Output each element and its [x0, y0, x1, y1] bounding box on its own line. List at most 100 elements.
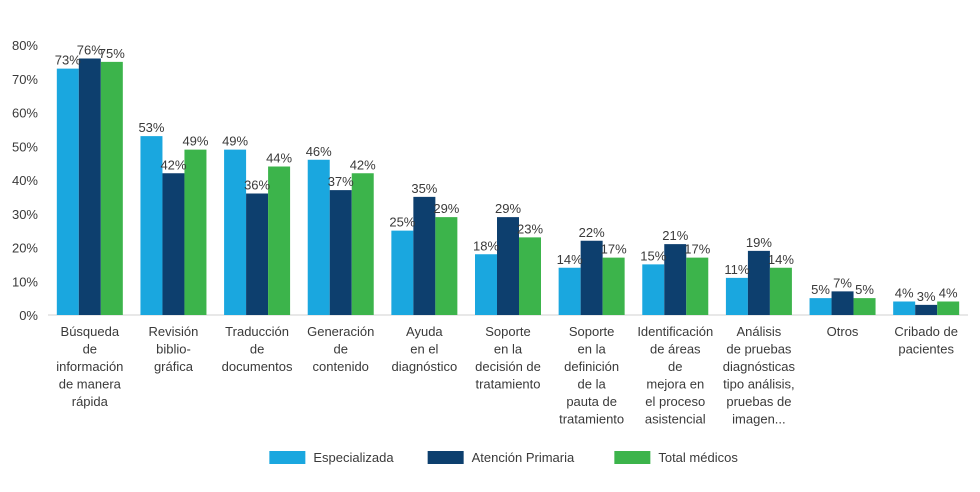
bar-atencion-primaria	[831, 291, 854, 315]
category-label-line: tipo análisis,	[723, 377, 795, 392]
category-label-line: biblio-	[156, 342, 191, 357]
category-label-line: de	[250, 342, 264, 357]
data-label: 36%	[244, 178, 270, 193]
data-label: 4%	[939, 286, 958, 301]
category-label-line: mejora en	[646, 377, 704, 392]
data-label: 76%	[77, 43, 103, 58]
category-label-line: contenido	[313, 359, 369, 374]
category-label-line: de la	[578, 377, 607, 392]
category-label-line: documentos	[222, 359, 293, 374]
data-label: 3%	[917, 289, 936, 304]
bar-especializada	[893, 301, 916, 315]
data-label: 44%	[266, 151, 292, 166]
data-label: 17%	[601, 242, 627, 257]
bar-atencion-primaria	[915, 304, 938, 315]
category-label-line: Revisión	[149, 324, 199, 339]
bar-atencion-primaria	[162, 173, 185, 315]
bar-total-medicos	[351, 173, 374, 315]
bar-total-medicos	[853, 298, 876, 315]
data-label: 4%	[895, 286, 914, 301]
category-label-line: Otros	[827, 324, 859, 339]
bar-total-medicos	[686, 257, 709, 315]
category-label: Identificación de áreas de mejora en el proc…	[637, 324, 713, 427]
data-label: 53%	[138, 120, 164, 135]
category-label-line: Búsqueda	[61, 324, 120, 339]
category-label-line: de manera	[59, 377, 122, 392]
bar-especializada	[725, 277, 748, 315]
bar-especializada	[307, 159, 330, 315]
axis-layer: 0% 10% 20% 30% 40% 50% 60% 70% 80%	[12, 38, 968, 323]
category-label-line: Identificación	[637, 324, 713, 339]
bar-atencion-primaria	[246, 193, 269, 315]
data-label: 25%	[389, 215, 415, 230]
data-label: 5%	[855, 282, 874, 297]
category-label-line: Traducción	[225, 324, 289, 339]
bar-especializada	[391, 230, 414, 315]
y-tick-label: 20%	[12, 241, 38, 256]
bar-total-medicos	[100, 61, 123, 315]
y-tick-label: 10%	[12, 274, 38, 289]
category-label-line: definición	[564, 359, 619, 374]
bar-especializada	[642, 264, 665, 315]
bar-atencion-primaria	[78, 58, 101, 315]
category-label-line: gráfica	[154, 359, 194, 374]
category-label-line: de	[333, 342, 347, 357]
bar-total-medicos	[602, 257, 625, 315]
legend-label: Especializada	[313, 450, 394, 465]
legend-item: Especializada	[269, 450, 394, 465]
category-label-line: rápida	[72, 394, 109, 409]
data-label: 42%	[160, 157, 186, 172]
data-label: 7%	[833, 275, 852, 290]
y-tick-label: 80%	[12, 38, 38, 53]
data-label: 11%	[724, 262, 749, 277]
category-label-line: pruebas de	[726, 394, 791, 409]
bar-especializada	[224, 149, 247, 315]
bars-layer	[56, 58, 960, 315]
bar-especializada	[809, 298, 832, 315]
category-label-line: en el	[410, 342, 438, 357]
data-label: 29%	[495, 201, 521, 216]
bar-especializada	[56, 68, 79, 315]
category-label-line: diagnósticas	[723, 359, 796, 374]
category-label-line: Ayuda	[406, 324, 443, 339]
category-labels-layer: Búsqueda de información de manera rápida Revi…	[56, 324, 958, 427]
category-label: Generación de contenido	[307, 324, 374, 374]
bar-especializada	[558, 267, 581, 315]
y-tick-label: 30%	[12, 207, 38, 222]
bar-total-medicos	[184, 149, 207, 315]
legend-swatch	[269, 451, 306, 464]
y-tick-label: 70%	[12, 72, 38, 87]
bar-especializada	[140, 136, 163, 315]
data-label: 75%	[99, 46, 125, 61]
category-label-line: en la	[494, 342, 523, 357]
y-tick-label: 60%	[12, 106, 38, 121]
category-label: Revisión biblio-gráfica	[149, 324, 199, 374]
category-label-line: de áreas	[650, 342, 701, 357]
category-label: Otros	[827, 324, 859, 339]
category-label: Cribado de pacientes	[894, 324, 958, 357]
category-label-line: pauta de	[566, 394, 617, 409]
category-label-line: Soporte	[569, 324, 615, 339]
category-label-line: diagnóstico	[391, 359, 457, 374]
data-label: 23%	[517, 221, 543, 236]
bar-especializada	[475, 254, 497, 315]
data-label: 29%	[433, 201, 459, 216]
category-label: Análisis de pruebas diagnósticas tipo análi…	[723, 324, 796, 427]
category-label-line: decisión de	[475, 359, 541, 374]
category-label-line: información	[56, 359, 123, 374]
category-label: Soporte en la definición de la pauta de trata…	[559, 324, 624, 427]
y-tick-label: 0%	[19, 308, 38, 323]
data-label: 19%	[746, 235, 772, 250]
category-label-line: Generación	[307, 324, 374, 339]
category-label-line: Análisis	[737, 324, 782, 339]
category-label-line: asistencial	[645, 412, 706, 427]
data-label: 22%	[579, 225, 605, 240]
data-label: 21%	[662, 228, 688, 243]
data-label: 17%	[684, 242, 710, 257]
category-label-line: tratamiento	[475, 377, 540, 392]
data-label: 18%	[473, 238, 499, 253]
category-label: Búsqueda de información de manera rápida	[56, 324, 123, 409]
category-label-line: en la	[578, 342, 607, 357]
